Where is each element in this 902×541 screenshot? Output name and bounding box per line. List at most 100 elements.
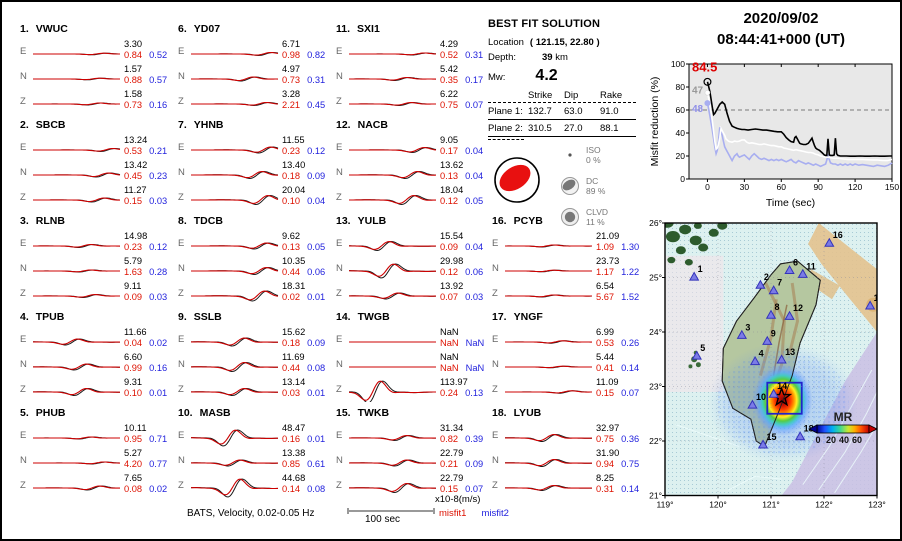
channel-label: E [20,334,27,345]
misfit1-value: 0.99 [124,363,143,373]
amplitude-value: 3.28 [282,89,301,99]
plane2-label: Plane 2: [488,123,523,134]
channel-label: Z [20,384,26,395]
station-name: VWUC [35,23,68,35]
station-number: 11. [336,23,351,35]
svg-text:40: 40 [839,435,849,445]
misfit2-value: 0.45 [307,100,326,110]
misfit1-value: 0.09 [440,242,459,252]
channel-label: E [336,238,343,249]
waveform-plot [191,387,278,397]
amplitude-value: 23.73 [596,256,620,266]
misfit1-value: 1.63 [124,267,143,277]
svg-text:Misfit reduction (%): Misfit reduction (%) [649,77,661,167]
misfit2-value: 0.36 [621,434,640,444]
misfit1-value: 0.16 [282,434,301,444]
svg-text:40: 40 [676,128,686,138]
plane2-dip: 27.0 [564,123,583,134]
amplitude-value: 11.66 [124,327,147,337]
channel-label: Z [178,384,184,395]
row-values: 7.65 0.08 0.02 [124,472,167,495]
station-marker-label: 11 [806,261,816,271]
channel-label: Z [492,288,498,299]
channel-label: Z [178,288,184,299]
station-marker [768,388,779,398]
row-values: 6.99 0.53 0.26 [596,326,639,349]
row-values: 11.66 0.04 0.02 [124,326,167,349]
station-block: 12. NACB E 9.05 0.17 0.04 N 13.62 0.13 0.04 Z 18.04… [336,116,494,212]
station-number: 18. [492,407,507,419]
row-values: 6.60 0.99 0.16 [124,351,167,374]
misfit2-value: 0.09 [307,338,326,348]
svg-text:123°: 123° [868,500,886,510]
row-values: 4.29 0.52 0.31 [440,38,483,61]
waveform-row: Z 44.68 0.14 0.08 [178,472,336,498]
amplitude-value: 6.71 [282,39,301,49]
station-block: 6. YD07 E 6.71 0.98 0.82 N 4.97 0.73 0.31 Z 3.28 2.2… [178,20,336,116]
row-values: 14.98 0.23 0.12 [124,230,167,253]
misfit2-value: 0.08 [307,484,326,494]
svg-text:47: 47 [692,85,704,96]
amplitude-value: 6.22 [440,89,459,99]
station-header: 11. SXI1 [336,20,494,38]
iso-label: ISO [586,144,601,155]
amplitude-value: 8.25 [596,473,615,483]
row-values: 13.42 0.45 0.23 [124,159,167,182]
station-marker-label: 2 [764,272,769,282]
amplitude-value: 5.27 [124,448,143,458]
misfit1-value: 0.08 [124,484,143,494]
channel-label: E [20,430,27,441]
channel-label: E [178,334,185,345]
station-marker [747,399,758,409]
row-values: NaN NaN NaN [440,326,484,349]
station-marker-label: 13 [785,347,795,357]
station-number: 9. [178,311,187,323]
waveform-plot [191,478,279,498]
misfit1-value: 5.67 [596,292,615,302]
channel-label: N [178,359,185,370]
station-block: 4. TPUB E 11.66 0.04 0.02 N 6.60 0.99 0.16 Z 9.31 0.… [20,308,178,404]
misfit2-value: 0.71 [149,434,168,444]
station-number: 6. [178,23,187,35]
svg-text:90: 90 [813,182,823,192]
svg-text:0: 0 [705,182,710,192]
misfit2-value: 0.12 [307,146,326,156]
amplitude-value: 1.58 [124,89,143,99]
mw-label: Mw: [488,72,506,83]
station-marker [765,309,777,319]
misfit2-value: NaN [465,363,485,373]
misfit1-value: 0.12 [440,196,459,206]
waveform-row: N 22.79 0.21 0.09 [336,447,494,472]
station-marker [824,237,835,247]
waveform-plot [349,146,437,154]
amplitude-value: 9.05 [440,135,459,145]
svg-text:0: 0 [680,174,685,184]
misfit1-value: 0.15 [440,484,459,494]
waveform-row: Z 9.11 0.09 0.03 [20,280,178,305]
waveform-row: Z 20.04 0.10 0.04 [178,184,336,209]
station-number: 4. [20,311,29,323]
station-marker [797,268,808,278]
misfit2-value: 0.07 [465,100,484,110]
waveform-plot [33,172,121,178]
station-header: 6. YD07 [178,20,336,38]
waveform-plot [505,390,592,394]
misfit2-value: 0.09 [465,459,484,469]
misfit1-value: 0.18 [282,338,301,348]
misfit1-value: 0.88 [124,75,143,85]
waveform-plot [33,243,121,248]
misfit1-value: 0.23 [124,242,143,252]
misfit1-value: 1.09 [596,242,615,252]
misfit2-value: 0.05 [307,242,326,252]
misfit2-value: 0.02 [149,338,168,348]
waveform-row: E 13.24 0.53 0.21 [20,134,178,159]
waveform-row: N 5.42 0.35 0.17 [336,63,494,88]
station-number: 8. [178,215,187,227]
waveform-row: N 5.27 4.20 0.77 [20,447,178,472]
row-values: 13.92 0.07 0.03 [440,280,483,303]
waveform-row: Z 11.27 0.15 0.03 [20,184,178,209]
misfit2-value: 0.06 [307,267,326,277]
station-name: PHUB [35,407,66,419]
misfit2-value: 0.06 [465,267,484,277]
station-marker-label: 9 [771,328,776,338]
